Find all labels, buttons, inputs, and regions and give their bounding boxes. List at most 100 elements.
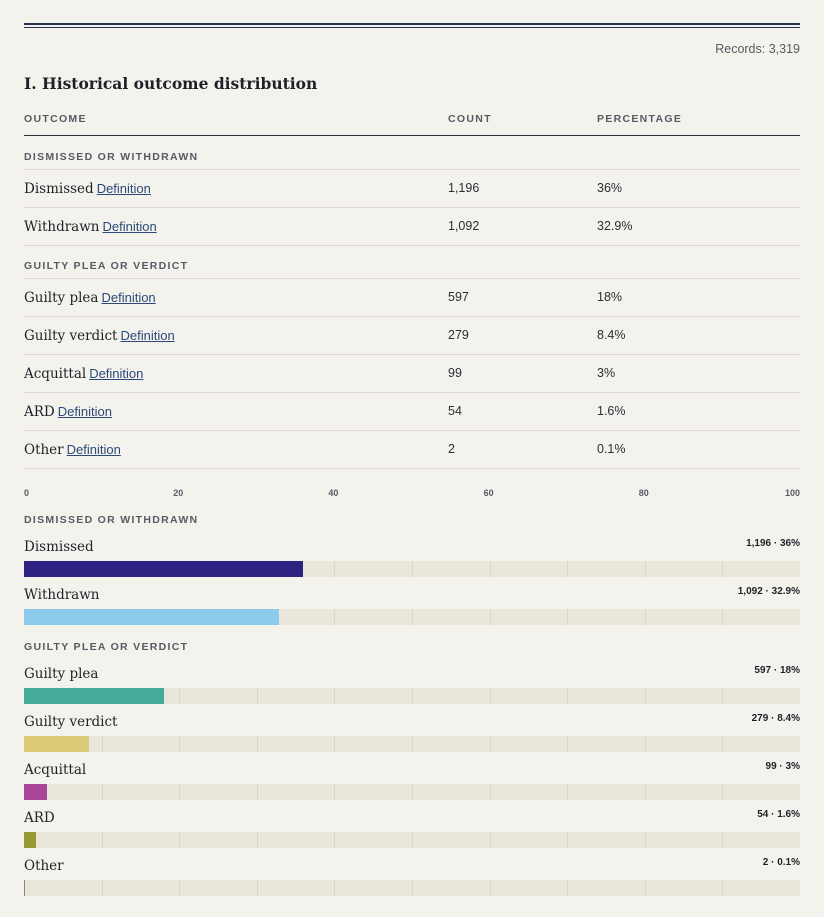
bar-value-label: 54 · 1.6% <box>757 809 800 820</box>
gridline <box>489 832 491 848</box>
gridline <box>489 736 491 752</box>
x-tick-label: 40 <box>328 488 339 498</box>
outcome-count: 99 <box>448 366 462 380</box>
gridline <box>412 832 413 848</box>
header-outcome: OUTCOME <box>24 113 87 125</box>
x-tick-label: 60 <box>483 488 494 498</box>
gridline <box>334 736 336 752</box>
gridline <box>334 784 336 800</box>
bar-value-label: 1,196 · 36% <box>746 538 800 549</box>
gridline <box>722 609 724 625</box>
table-header: OUTCOME COUNT PERCENTAGE <box>24 112 800 136</box>
gridline <box>567 688 569 704</box>
definition-link[interactable]: Definition <box>96 181 151 196</box>
table-row: Withdrawn Definition 1,092 32.9% <box>24 208 800 246</box>
outcome-name: Guilty plea Definition <box>24 290 156 306</box>
outcome-percentage: 36% <box>597 181 623 195</box>
gridline <box>101 880 103 896</box>
definition-link[interactable]: Definition <box>66 442 121 457</box>
table-row: Acquittal Definition 99 3% <box>24 355 800 393</box>
definition-link[interactable]: Definition <box>120 328 175 343</box>
gridline <box>567 784 569 800</box>
gridline <box>412 688 413 704</box>
bar-value-label: 279 · 8.4% <box>751 713 800 724</box>
gridline <box>722 736 724 752</box>
gridline <box>412 880 413 896</box>
gridline <box>644 688 646 704</box>
bar-track <box>24 561 800 577</box>
outcome-name: Other Definition <box>24 442 121 458</box>
x-tick-label: 20 <box>173 488 184 498</box>
definition-link[interactable]: Definition <box>102 219 157 234</box>
bar <box>24 880 25 896</box>
bar-track <box>24 736 800 752</box>
bar-label: ARD <box>24 810 55 826</box>
definition-link[interactable]: Definition <box>101 290 156 305</box>
gridline <box>179 736 181 752</box>
gridline <box>489 561 491 577</box>
table-row: Dismissed Definition 1,196 36% <box>24 170 800 208</box>
gridline <box>644 784 646 800</box>
outcome-percentage: 0.1% <box>597 442 626 456</box>
bar-track <box>24 609 800 625</box>
table-row: Guilty verdict Definition 279 8.4% <box>24 317 800 355</box>
gridline <box>644 880 646 896</box>
table-group-row: DISMISSED OR WITHDRAWN <box>24 137 800 170</box>
definition-link[interactable]: Definition <box>57 404 112 419</box>
outcome-name: Acquittal Definition <box>24 366 144 382</box>
gridline <box>567 561 569 577</box>
table-row: Other Definition 2 0.1% <box>24 431 800 469</box>
bar-value-label: 597 · 18% <box>754 665 800 676</box>
bar-value-label: 1,092 · 32.9% <box>737 586 800 597</box>
gridline <box>256 784 258 800</box>
section-title: I. Historical outcome distribution <box>24 74 318 93</box>
gridline <box>489 880 491 896</box>
gridline <box>412 784 413 800</box>
bar-track <box>24 832 800 848</box>
gridline <box>722 784 724 800</box>
bar-label: Dismissed <box>24 539 94 555</box>
gridline <box>101 832 103 848</box>
table-row: ARD Definition 54 1.6% <box>24 393 800 431</box>
gridline <box>256 880 258 896</box>
gridline <box>489 784 491 800</box>
outcome-count: 1,092 <box>448 219 480 233</box>
gridline <box>179 832 181 848</box>
bar-label: Withdrawn <box>24 587 100 603</box>
bar-label: Guilty plea <box>24 666 99 682</box>
gridline <box>334 609 336 625</box>
bar <box>24 688 164 704</box>
definition-link[interactable]: Definition <box>89 366 144 381</box>
group-label: GUILTY PLEA OR VERDICT <box>24 260 189 272</box>
outcome-percentage: 1.6% <box>597 404 626 418</box>
gridline <box>179 880 181 896</box>
outcome-percentage: 8.4% <box>597 328 626 342</box>
gridline <box>101 736 103 752</box>
gridline <box>256 736 258 752</box>
outcome-percentage: 18% <box>597 290 623 304</box>
x-tick-label: 80 <box>638 488 649 498</box>
gridline <box>256 688 258 704</box>
outcome-count: 2 <box>448 442 455 456</box>
gridline <box>489 609 491 625</box>
x-tick-label: 0 <box>24 488 30 498</box>
gridline <box>334 688 336 704</box>
bar-track <box>24 688 800 704</box>
gridline <box>644 561 646 577</box>
gridline <box>412 736 413 752</box>
gridline <box>567 832 569 848</box>
bar <box>24 832 37 848</box>
bar <box>24 784 48 800</box>
records-count: Records: 3,319 <box>715 42 800 56</box>
table-row: Guilty plea Definition 597 18% <box>24 279 800 317</box>
chart-group-label: DISMISSED OR WITHDRAWN <box>24 514 199 526</box>
gridline <box>722 832 724 848</box>
outcome-count: 279 <box>448 328 469 342</box>
outcome-percentage: 32.9% <box>597 219 633 233</box>
header-percentage: PERCENTAGE <box>597 113 683 125</box>
gridline <box>256 832 258 848</box>
gridline <box>101 784 103 800</box>
bar-label: Other <box>24 858 64 874</box>
outcome-count: 54 <box>448 404 462 418</box>
gridline <box>722 880 724 896</box>
